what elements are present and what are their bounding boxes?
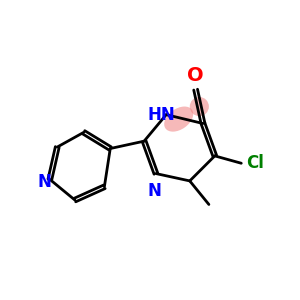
Text: O: O [187, 66, 204, 85]
Text: N: N [148, 182, 161, 200]
Text: N: N [37, 173, 51, 191]
Ellipse shape [190, 97, 209, 116]
Text: HN: HN [148, 106, 176, 124]
Text: Cl: Cl [246, 154, 264, 172]
Ellipse shape [164, 106, 193, 132]
